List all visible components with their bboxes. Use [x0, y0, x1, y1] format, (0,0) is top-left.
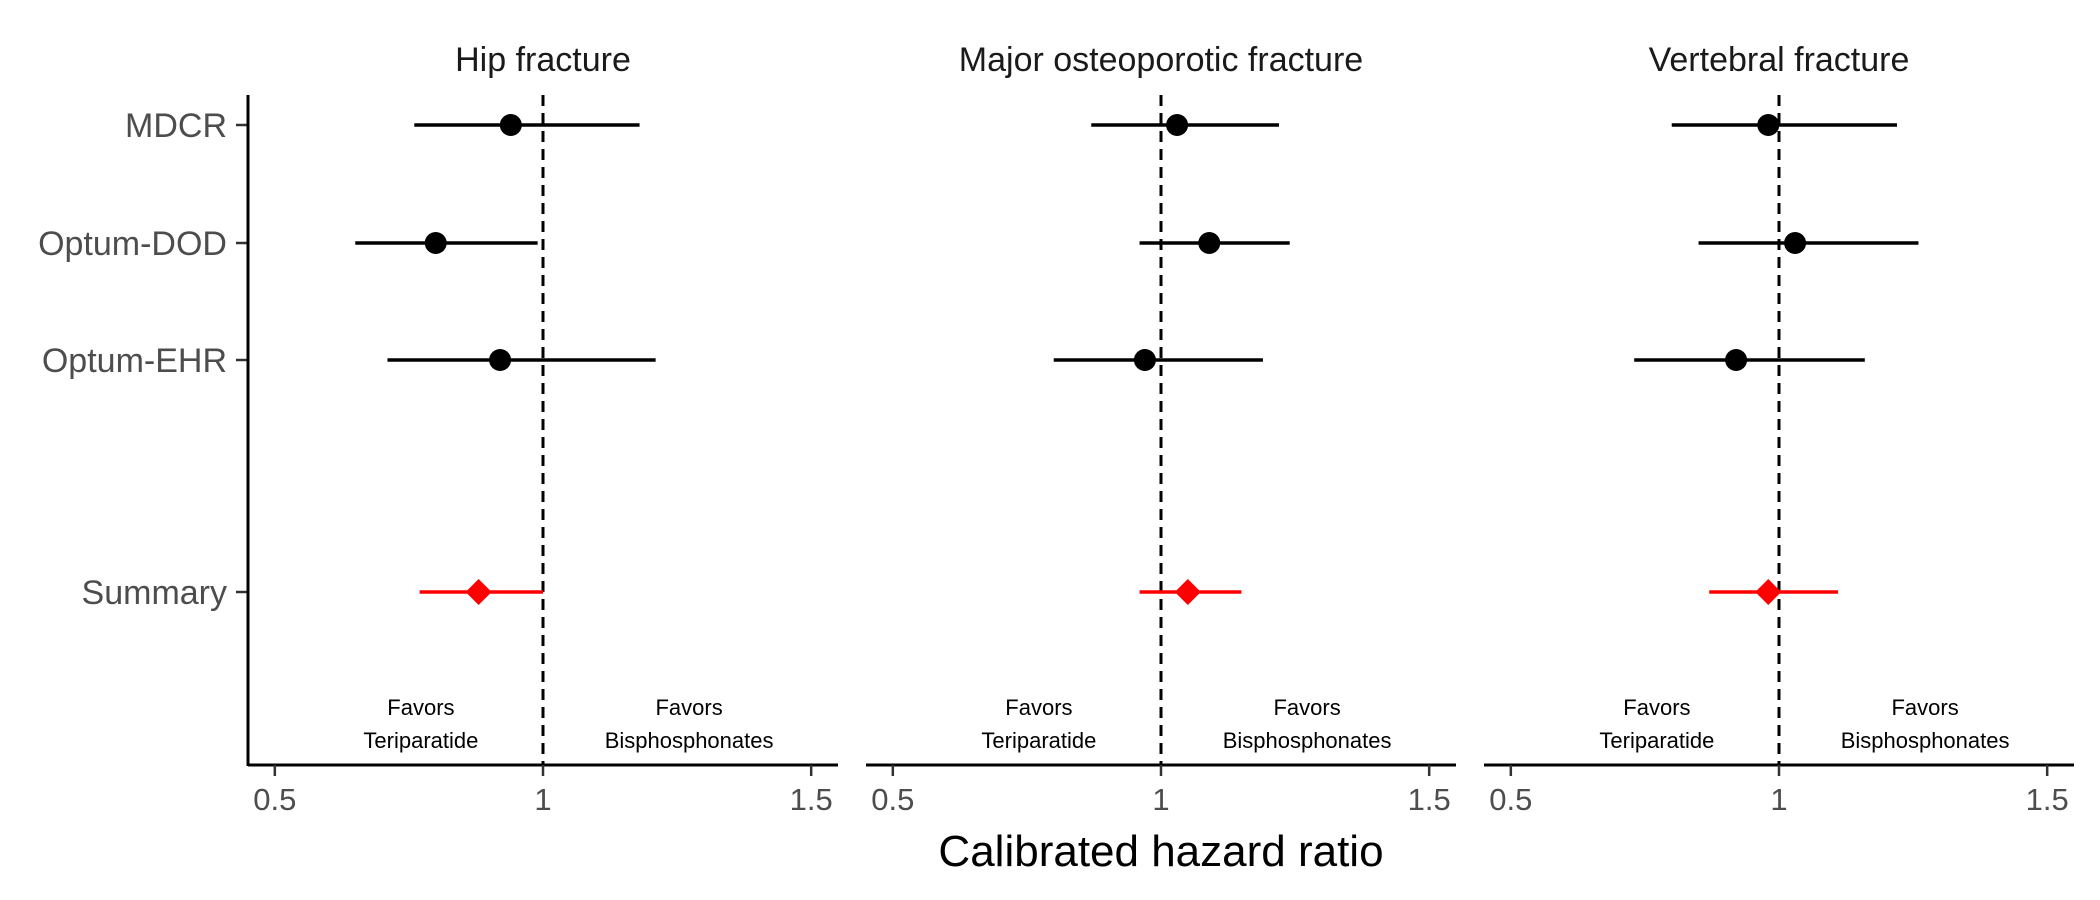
x-tick-label: 0.5	[1489, 782, 1532, 817]
point-estimate	[499, 114, 522, 136]
x-tick-label: 1	[1152, 782, 1169, 817]
point-estimate	[1784, 232, 1807, 254]
summary-diamond	[1755, 579, 1782, 605]
x-tick-label: 1	[534, 782, 551, 817]
point-estimate	[424, 232, 447, 254]
summary-diamond	[1174, 579, 1201, 605]
favors-right-line1: Favors	[655, 695, 722, 720]
panel-title: Vertebral fracture	[1649, 41, 1910, 79]
point-estimate	[489, 349, 512, 371]
favors-right-line2: Bisphosphonates	[1841, 728, 2010, 753]
x-axis-title: Calibrated hazard ratio	[938, 827, 1383, 876]
favors-right-line1: Favors	[1891, 695, 1958, 720]
x-tick-label: 0.5	[871, 782, 914, 817]
favors-left-line1: Favors	[387, 695, 454, 720]
x-tick-label: 1.5	[790, 782, 833, 817]
favors-left-line1: Favors	[1005, 695, 1072, 720]
x-tick-label: 1	[1770, 782, 1787, 817]
point-estimate	[1725, 349, 1748, 371]
panel-title: Major osteoporotic fracture	[959, 41, 1363, 79]
x-tick-label: 1.5	[1408, 782, 1451, 817]
summary-diamond	[465, 579, 492, 605]
favors-right-line1: Favors	[1273, 695, 1340, 720]
x-tick-label: 1.5	[2026, 782, 2069, 817]
favors-left-line2: Teriparatide	[1599, 728, 1714, 753]
favors-left-line2: Teriparatide	[981, 728, 1096, 753]
row-label-optum-dod: Optum-DOD	[38, 225, 227, 263]
point-estimate	[1166, 114, 1189, 136]
row-label-mdcr: MDCR	[125, 107, 227, 145]
point-estimate	[1198, 232, 1221, 254]
favors-left-line2: Teriparatide	[363, 728, 478, 753]
row-label-optum-ehr: Optum-EHR	[42, 342, 227, 380]
row-label-summary: Summary	[82, 574, 227, 612]
point-estimate	[1133, 349, 1156, 371]
favors-right-line2: Bisphosphonates	[1223, 728, 1392, 753]
x-tick-label: 0.5	[253, 782, 296, 817]
favors-left-line1: Favors	[1623, 695, 1690, 720]
panel-title: Hip fracture	[455, 41, 631, 79]
point-estimate	[1757, 114, 1780, 136]
favors-right-line2: Bisphosphonates	[605, 728, 774, 753]
